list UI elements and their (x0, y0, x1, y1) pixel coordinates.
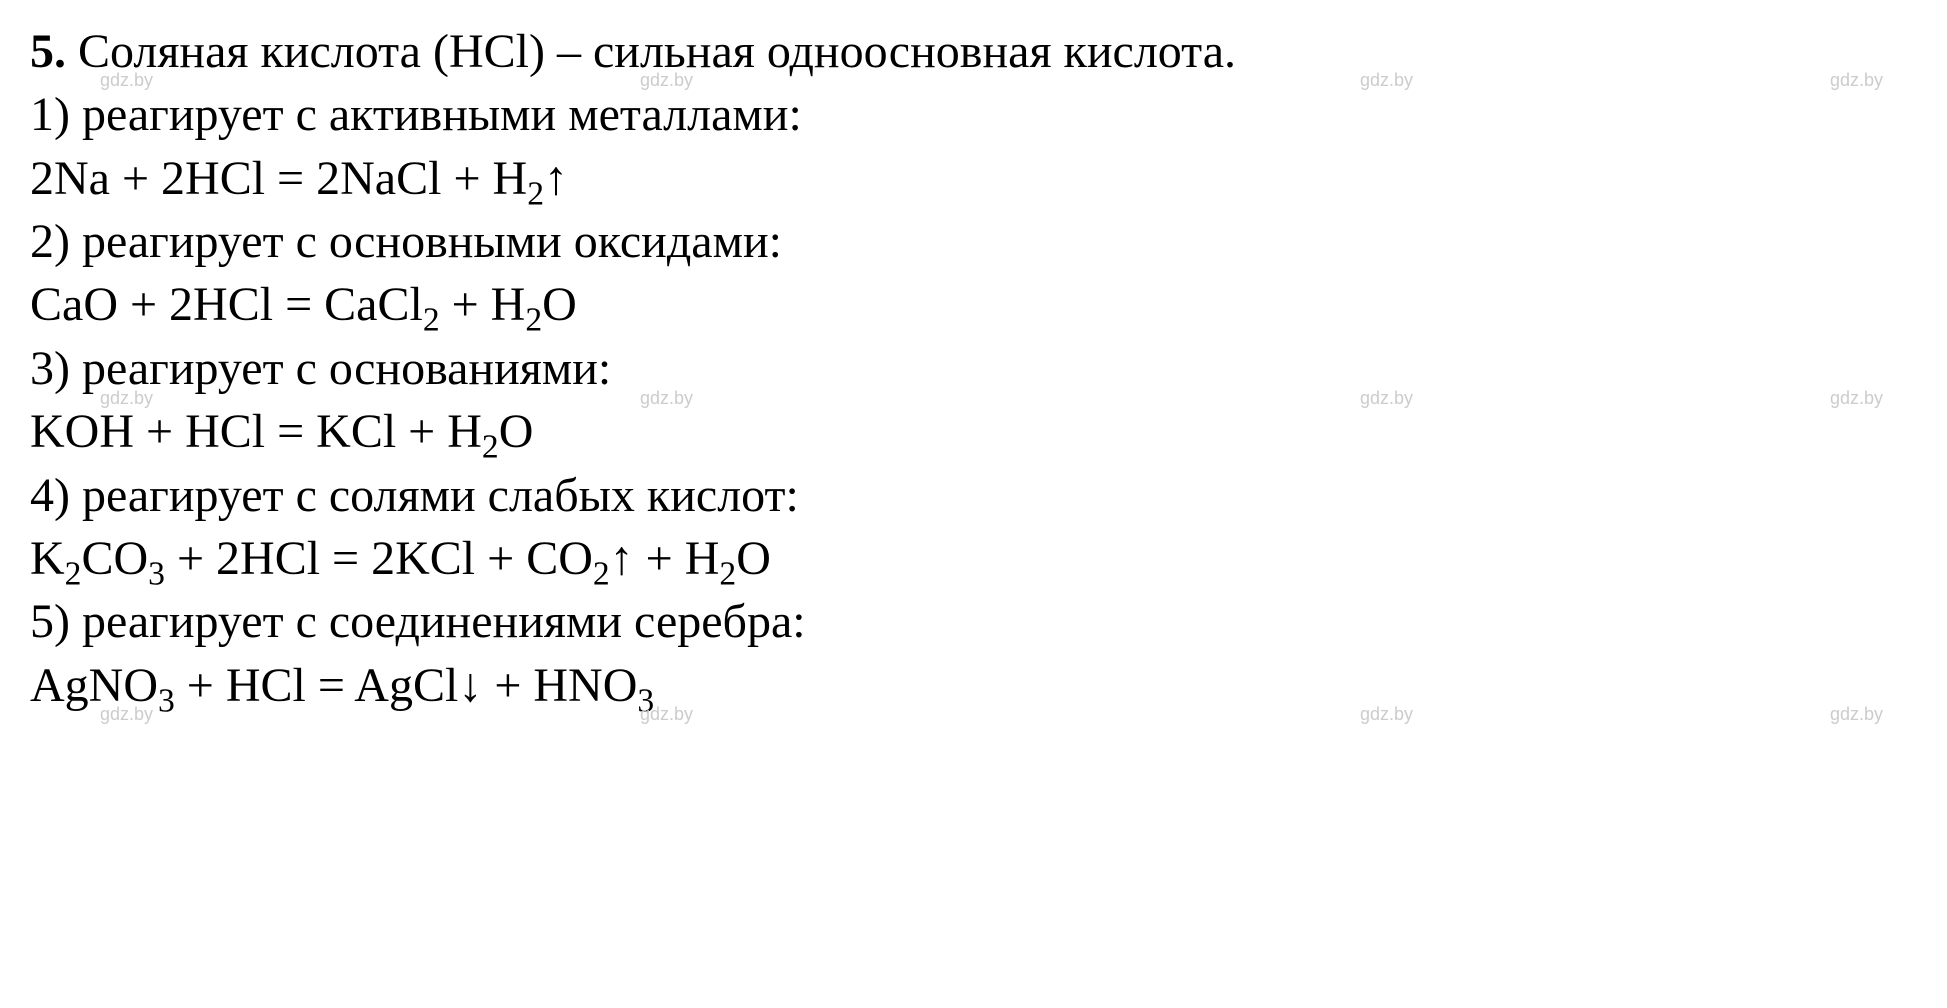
eq2-a: CaO + 2HCl = CaCl (30, 278, 423, 331)
eq4-s4: 2 (719, 555, 736, 592)
eq5-a: AgNO (30, 659, 158, 712)
title-number: 5. (30, 25, 66, 78)
eq4-s1: 2 (65, 555, 82, 592)
item-2-label: 2) реагирует с основными оксидами: (30, 210, 1917, 273)
equation-2: CaO + 2HCl = CaCl2 + H2O (30, 273, 1917, 336)
eq2-s2: 2 (525, 302, 542, 339)
eq4-s3: 2 (593, 555, 610, 592)
eq3-b: O (499, 405, 534, 458)
eq4-a: K (30, 532, 65, 585)
eq1-pre: 2Na + 2HCl = 2NaCl + H (30, 152, 527, 205)
item-3-label: 3) реагирует с основаниями: (30, 337, 1917, 400)
equation-4: K2CO3 + 2HCl = 2KCl + CO2↑ + H2O (30, 527, 1917, 590)
eq1-sub1: 2 (527, 175, 544, 212)
eq4-b: CO (81, 532, 148, 585)
eq4-s2: 3 (148, 555, 165, 592)
eq1-post: ↑ (544, 152, 568, 205)
item-1-label: 1) реагирует с активными металлами: (30, 83, 1917, 146)
equation-5: AgNO3 + HCl = AgCl↓ + HNO3 (30, 654, 1917, 717)
eq4-c: + 2HCl = 2KCl + CO (165, 532, 593, 585)
eq3-a: KOH + HCl = KCl + H (30, 405, 482, 458)
eq2-c: O (542, 278, 577, 331)
item-5-label: 5) реагирует с соединениями серебра: (30, 590, 1917, 653)
eq4-e: O (736, 532, 771, 585)
item-4-label: 4) реагирует с солями слабых кислот: (30, 464, 1917, 527)
equation-1: 2Na + 2HCl = 2NaCl + H2↑ (30, 147, 1917, 210)
page-container: 5. Соляная кислота (HCl) – сильная одноо… (0, 0, 1947, 737)
title-line: 5. Соляная кислота (HCl) – сильная одноо… (30, 20, 1917, 83)
eq4-d: ↑ + H (610, 532, 720, 585)
eq5-s1: 3 (158, 682, 175, 719)
equation-3: KOH + HCl = KCl + H2O (30, 400, 1917, 463)
eq5-b: + HCl = AgCl↓ + HNO (175, 659, 638, 712)
title-text: Соляная кислота (HCl) – сильная одноосно… (66, 25, 1236, 78)
eq5-s2: 3 (637, 682, 654, 719)
eq2-s1: 2 (423, 302, 440, 339)
eq2-b: + H (440, 278, 526, 331)
eq3-s1: 2 (482, 429, 499, 466)
